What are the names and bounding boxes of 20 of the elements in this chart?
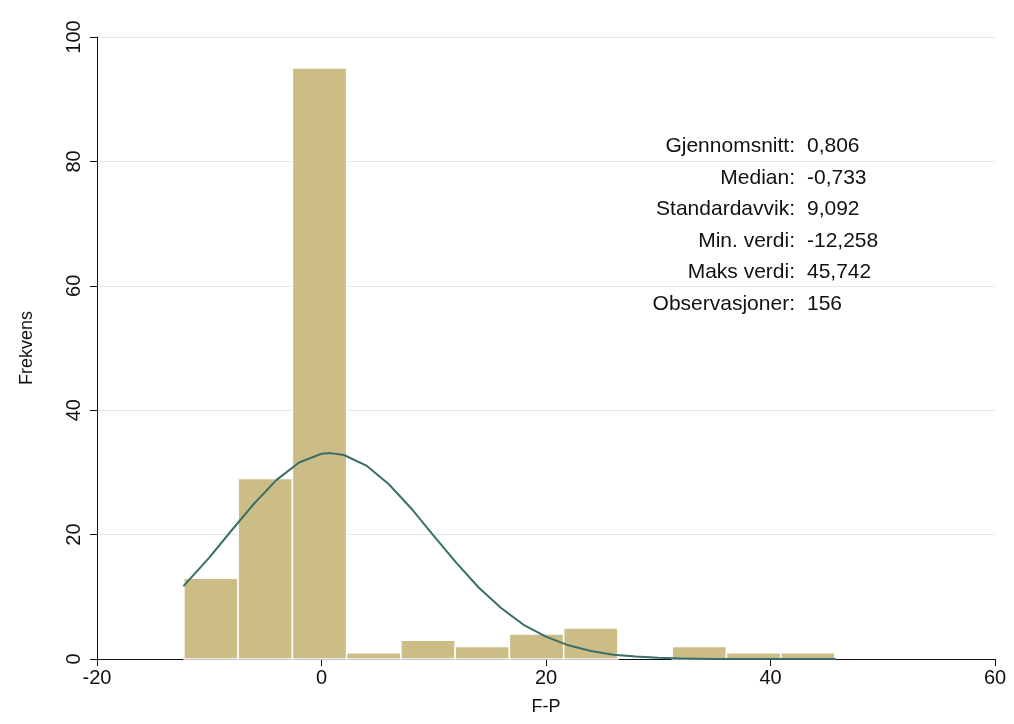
y-tick-label: 0	[62, 653, 84, 665]
annotation: Min. verdi: -12,258	[698, 227, 879, 251]
annotation: Maks verdi: 45,742	[687, 259, 872, 282]
x-tick-label: 0	[315, 666, 328, 688]
y-tick-label: 80	[62, 150, 84, 173]
x-tick-label: 20	[534, 666, 558, 688]
y-tick-label: 60	[62, 274, 84, 297]
line-series	[182, 452, 836, 660]
x-tick-label: -20	[82, 666, 112, 688]
annotation: Median: -0,733	[720, 164, 867, 188]
y-tick-label: 20	[62, 523, 84, 546]
y-tick-label: 100	[62, 20, 84, 54]
x-tick-label: 40	[759, 666, 782, 688]
x-axis-title: F-P	[531, 696, 561, 716]
y-axis-title: Frekvens	[16, 310, 36, 386]
x-tick-label: 60	[983, 666, 1007, 688]
annotation: Observasjoner: 156	[652, 290, 843, 314]
y-tick-label: 40	[62, 399, 84, 422]
annotation: Standardavvik: 9,092	[656, 196, 860, 219]
annotation: Gjennomsnitt: 0,806	[665, 133, 860, 156]
